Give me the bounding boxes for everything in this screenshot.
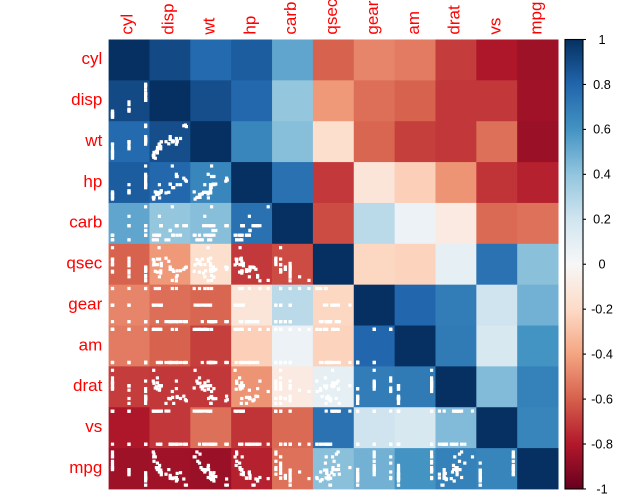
svg-text:0.8: 0.8 — [593, 78, 611, 92]
svg-text:gear: gear — [363, 0, 382, 34]
svg-text:wt: wt — [199, 17, 218, 35]
svg-text:hp: hp — [83, 172, 102, 191]
svg-text:hp: hp — [240, 16, 259, 35]
svg-text:0.4: 0.4 — [593, 168, 611, 182]
svg-text:cyl: cyl — [118, 14, 137, 35]
svg-text:vs: vs — [485, 18, 504, 35]
svg-text:cyl: cyl — [82, 49, 103, 68]
svg-text:qsec: qsec — [66, 254, 102, 273]
svg-text:qsec: qsec — [322, 0, 341, 35]
svg-text:vs: vs — [85, 417, 102, 436]
svg-text:disp: disp — [71, 90, 102, 109]
svg-text:drat: drat — [445, 5, 464, 35]
svg-text:-1: -1 — [596, 482, 607, 495]
svg-text:-0.6: -0.6 — [591, 392, 613, 406]
svg-text:am: am — [404, 11, 423, 35]
svg-text:gear: gear — [68, 294, 102, 313]
svg-text:am: am — [79, 335, 103, 354]
svg-text:0.2: 0.2 — [593, 213, 611, 227]
svg-text:carb: carb — [281, 2, 300, 35]
svg-text:-0.4: -0.4 — [591, 347, 613, 361]
svg-text:1: 1 — [598, 33, 605, 47]
svg-text:0: 0 — [598, 258, 605, 272]
svg-text:-0.2: -0.2 — [591, 302, 613, 316]
svg-text:carb: carb — [69, 213, 102, 232]
svg-text:disp: disp — [159, 3, 178, 34]
svg-text:-0.8: -0.8 — [591, 437, 613, 451]
svg-text:drat: drat — [73, 376, 103, 395]
svg-text:mpg: mpg — [69, 458, 102, 477]
svg-text:0.6: 0.6 — [593, 123, 611, 137]
svg-text:wt: wt — [84, 131, 102, 150]
svg-text:mpg: mpg — [526, 2, 545, 35]
